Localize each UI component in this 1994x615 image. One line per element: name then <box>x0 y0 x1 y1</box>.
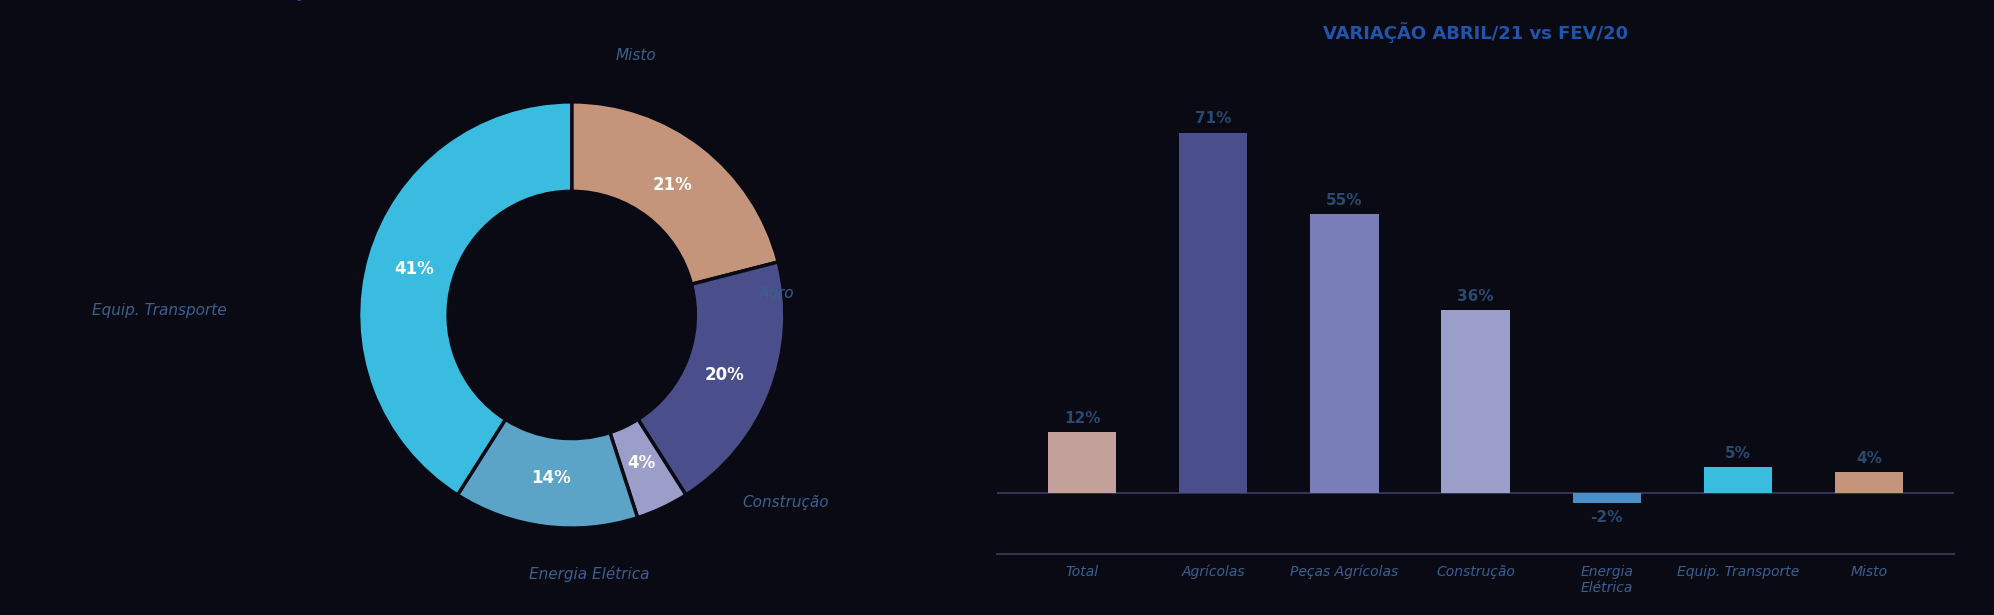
Bar <box>1049 432 1117 493</box>
Text: 4%: 4% <box>628 454 656 472</box>
Title: VARIAÇÃO ABRIL/21 vs FEV/20: VARIAÇÃO ABRIL/21 vs FEV/20 <box>1322 22 1629 43</box>
Bar <box>1310 213 1378 493</box>
Text: Energia Elétrica: Energia Elétrica <box>528 566 648 582</box>
Wedge shape <box>572 102 778 284</box>
Bar <box>1178 132 1248 493</box>
Text: 41%: 41% <box>395 260 435 278</box>
Wedge shape <box>610 419 686 518</box>
Text: Misto: Misto <box>616 49 656 63</box>
Text: -2%: -2% <box>1591 510 1623 525</box>
Text: 20%: 20% <box>704 367 744 384</box>
Text: 12%: 12% <box>1065 411 1101 426</box>
Text: 5%: 5% <box>1725 446 1751 461</box>
Wedge shape <box>638 262 786 495</box>
Wedge shape <box>359 102 572 495</box>
Text: 14%: 14% <box>530 469 570 487</box>
Bar <box>1834 472 1902 493</box>
Text: 71%: 71% <box>1194 111 1232 127</box>
Text: Equip. Transporte: Equip. Transporte <box>92 303 227 318</box>
Bar <box>1703 467 1773 493</box>
Wedge shape <box>457 419 638 528</box>
Text: 21%: 21% <box>652 177 692 194</box>
Text: Construção: Construção <box>742 495 830 510</box>
Text: Agro: Agro <box>760 286 796 301</box>
Text: 4%: 4% <box>1856 451 1882 466</box>
Text: 36%: 36% <box>1458 289 1494 304</box>
Bar <box>1442 310 1509 493</box>
Text: 55%: 55% <box>1326 192 1362 208</box>
Bar <box>1573 493 1641 503</box>
Text: PRODUÇÃO DE BENS DE CAPITAL POR CATEGORIA (%): PRODUÇÃO DE BENS DE CAPITAL POR CATEGORI… <box>231 0 690 1</box>
